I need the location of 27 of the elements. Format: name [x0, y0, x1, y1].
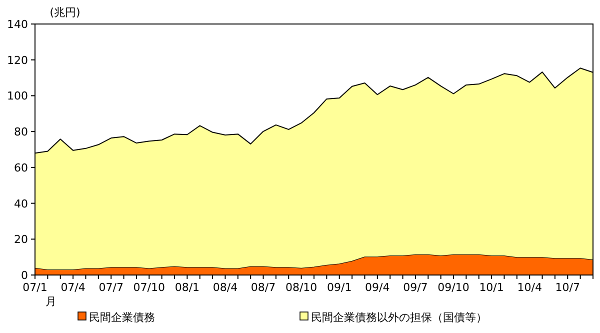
x-tick-label: 09/4 — [365, 281, 390, 294]
x-tick-label: 09/7 — [403, 281, 428, 294]
x-tick-label: 09/1 — [327, 281, 352, 294]
y-tick-label: 140 — [7, 18, 28, 31]
legend-label: 民間企業債務 — [89, 311, 155, 324]
legend-label: 民間企業債務以外の担保（国債等） — [311, 311, 487, 324]
x-tick-label: 08/1 — [174, 281, 200, 294]
x-tick-label: 08/7 — [250, 281, 276, 294]
y-tick-label: 0 — [21, 269, 28, 282]
x-tick-label: 08/4 — [212, 281, 238, 294]
y-axis-title: (兆円) — [50, 6, 80, 19]
x-tick-label: 07/1 — [22, 281, 48, 294]
x-tick-label: 07/7 — [98, 281, 124, 294]
y-tick-label: 60 — [14, 161, 28, 174]
x-tick-label: 09/10 — [438, 281, 470, 294]
y-tick-label: 80 — [14, 126, 28, 139]
x-tick-label: 07/10 — [133, 281, 165, 294]
x-tick-label: 10/7 — [555, 281, 580, 294]
x-tick-label: 10/4 — [517, 281, 542, 294]
y-tick-label: 20 — [14, 233, 28, 246]
y-tick-label: 120 — [7, 54, 28, 67]
x-axis-title: 月 — [46, 295, 56, 308]
x-tick-label: 10/1 — [479, 281, 504, 294]
y-tick-label: 100 — [7, 90, 28, 103]
y-tick-label: 40 — [14, 197, 28, 210]
x-tick-label: 07/4 — [60, 281, 86, 294]
x-tick-label: 08/10 — [285, 281, 318, 294]
